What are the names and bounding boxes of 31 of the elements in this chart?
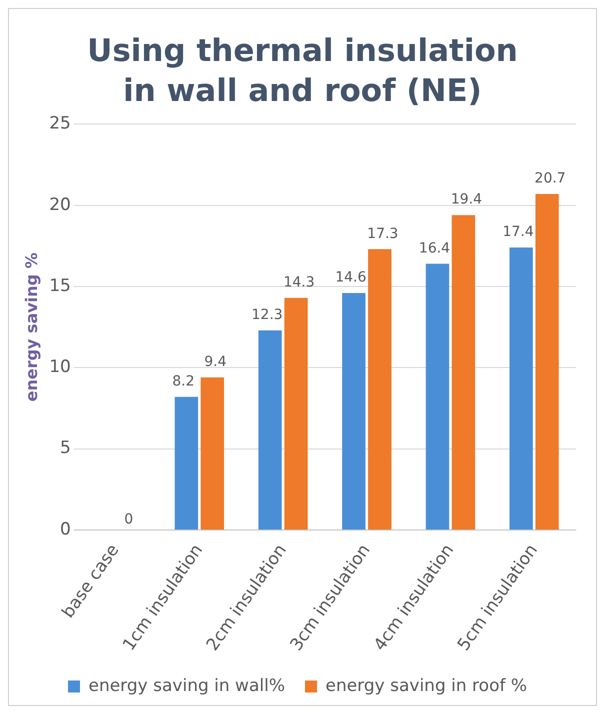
- y-tick-label: 5: [60, 438, 71, 458]
- data-label: 14.3: [283, 274, 315, 290]
- data-label: 0: [124, 512, 134, 528]
- y-tick-label: 0: [60, 519, 71, 540]
- y-axis-title: energy saving %: [22, 252, 41, 402]
- bar: [258, 330, 282, 530]
- bar: [174, 396, 198, 530]
- y-tick-label: 25: [49, 114, 71, 134]
- bar: [510, 248, 533, 530]
- bar: [342, 292, 366, 530]
- y-tick-label: 15: [49, 276, 71, 296]
- bar: [284, 298, 308, 530]
- bar: [535, 194, 559, 530]
- legend-label: energy saving in wall%: [88, 676, 285, 696]
- chart-title: Using thermal insulation in wall and roof (NE): [86, 32, 519, 111]
- data-label: 17.3: [367, 226, 398, 242]
- y-tick-label: 20: [49, 194, 71, 215]
- bar: [200, 377, 224, 530]
- bar: [426, 264, 450, 530]
- data-label: 12.3: [252, 306, 283, 323]
- data-label: 19.4: [450, 192, 482, 208]
- bar: [368, 249, 392, 530]
- data-label: 20.7: [534, 170, 566, 187]
- legend-label: energy saving in roof %: [325, 676, 528, 696]
- data-label: 14.6: [335, 270, 366, 286]
- data-label: 16.4: [418, 240, 450, 256]
- bar: [452, 215, 476, 530]
- data-label: 17.4: [502, 224, 534, 240]
- y-tick-label: 10: [49, 357, 71, 378]
- data-label: 9.4: [204, 354, 227, 370]
- data-label: 8.2: [172, 373, 195, 390]
